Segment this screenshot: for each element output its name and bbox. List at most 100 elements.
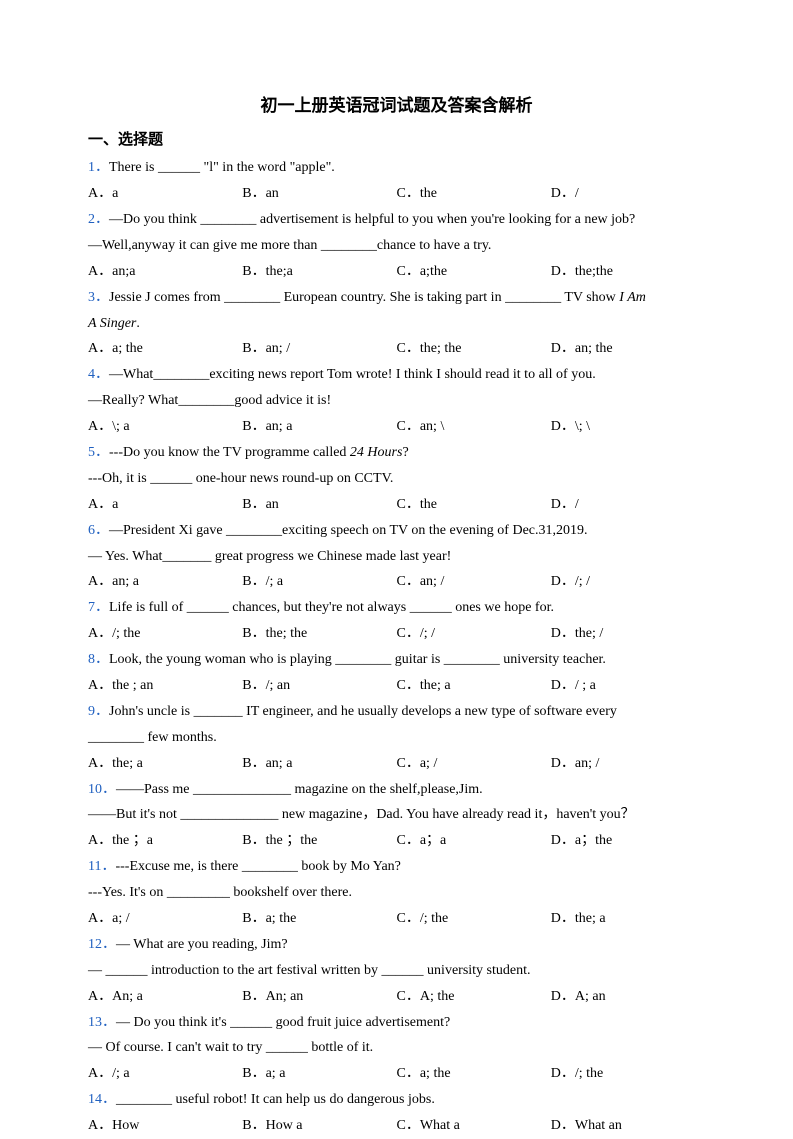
opt-c: C．a; the bbox=[397, 1061, 551, 1087]
options-row: A．an;a B．the;a C．a;the D．the;the bbox=[88, 259, 705, 285]
qtext: —Do you think ________ advertisement is … bbox=[109, 212, 635, 227]
opt-b: B．an bbox=[242, 181, 396, 207]
qtext: Life is full of ______ chances, but they… bbox=[109, 600, 554, 615]
question-10: 10．——Pass me ______________ magazine on … bbox=[88, 777, 705, 855]
qline2: ________ few months. bbox=[88, 725, 705, 751]
opt-a: A．a; the bbox=[88, 336, 242, 362]
qline2: ---Oh, it is ______ one-hour news round-… bbox=[88, 466, 705, 492]
opt-c: C．A; the bbox=[397, 984, 551, 1010]
opt-c: C．a; / bbox=[397, 751, 551, 777]
opt-d: D．/; the bbox=[551, 1061, 705, 1087]
qtext: —What________exciting news report Tom wr… bbox=[109, 367, 596, 382]
options-row: A．a; the B．an; / C．the; the D．an; the bbox=[88, 336, 705, 362]
opt-d: D．the; / bbox=[551, 621, 705, 647]
question-14: 14．________ useful robot! It can help us… bbox=[88, 1087, 705, 1139]
page-title: 初一上册英语冠词试题及答案含解析 bbox=[88, 90, 705, 121]
opt-d: D．/; / bbox=[551, 569, 705, 595]
question-3: 3．Jessie J comes from ________ European … bbox=[88, 285, 705, 363]
qnum: 12． bbox=[88, 937, 116, 952]
opt-b: B．How a bbox=[242, 1113, 396, 1139]
opt-d: D．/ ; a bbox=[551, 673, 705, 699]
qnum: 13． bbox=[88, 1015, 116, 1030]
qnum: 9． bbox=[88, 704, 109, 719]
opt-d: D．an; the bbox=[551, 336, 705, 362]
question-2: 2．—Do you think ________ advertisement i… bbox=[88, 207, 705, 285]
qtext: John's uncle is _______ IT engineer, and… bbox=[109, 704, 617, 719]
options-row: A．the ; an B．/; an C．the; a D．/ ; a bbox=[88, 673, 705, 699]
opt-d: D．a；the bbox=[551, 828, 705, 854]
options-row: A．the; a B．an; a C．a; / D．an; / bbox=[88, 751, 705, 777]
opt-a: A．How bbox=[88, 1113, 242, 1139]
qline2: — Of course. I can't wait to try ______ … bbox=[88, 1035, 705, 1061]
opt-d: D．A; an bbox=[551, 984, 705, 1010]
question-1: 1．There is ______ "l" in the word "apple… bbox=[88, 155, 705, 207]
qline2: — ______ introduction to the art festiva… bbox=[88, 958, 705, 984]
qnum: 11． bbox=[88, 859, 115, 874]
opt-d: D．\; \ bbox=[551, 414, 705, 440]
qnum: 6． bbox=[88, 523, 109, 538]
options-row: A．the ；a B．the ；the C．a；a D．a；the bbox=[88, 828, 705, 854]
qnum: 14． bbox=[88, 1092, 116, 1107]
opt-d: D．the; a bbox=[551, 906, 705, 932]
qnum: 3． bbox=[88, 290, 109, 305]
opt-a: A．a bbox=[88, 492, 242, 518]
question-7: 7．Life is full of ______ chances, but th… bbox=[88, 595, 705, 647]
qtext-after: ? bbox=[402, 445, 408, 460]
options-row: A．a; / B．a; the C．/; the D．the; a bbox=[88, 906, 705, 932]
qtext: — Do you think it's ______ good fruit ju… bbox=[116, 1015, 450, 1030]
qtext: — What are you reading, Jim? bbox=[116, 937, 288, 952]
options-row: A．a B．an C．the D．/ bbox=[88, 181, 705, 207]
qtext: Jessie J comes from ________ European co… bbox=[109, 290, 619, 305]
options-row: A．an; a B．/; a C．an; / D．/; / bbox=[88, 569, 705, 595]
opt-c: C．an; / bbox=[397, 569, 551, 595]
opt-a: A．a bbox=[88, 181, 242, 207]
opt-c: C．the; the bbox=[397, 336, 551, 362]
opt-b: B．/; an bbox=[242, 673, 396, 699]
qline2: — Yes. What_______ great progress we Chi… bbox=[88, 544, 705, 570]
opt-a: A．An; a bbox=[88, 984, 242, 1010]
question-13: 13．— Do you think it's ______ good fruit… bbox=[88, 1010, 705, 1088]
question-9: 9．John's uncle is _______ IT engineer, a… bbox=[88, 699, 705, 777]
qline2: —Really? What________good advice it is! bbox=[88, 388, 705, 414]
question-11: 11．---Excuse me, is there ________ book … bbox=[88, 854, 705, 932]
opt-a: A．a; / bbox=[88, 906, 242, 932]
options-row: A．/; the B．the; the C．/; / D．the; / bbox=[88, 621, 705, 647]
qnum: 4． bbox=[88, 367, 109, 382]
options-row: A．How B．How a C．What a D．What an bbox=[88, 1113, 705, 1139]
opt-d: D．an; / bbox=[551, 751, 705, 777]
qtext: ——Pass me ______________ magazine on the… bbox=[116, 782, 483, 797]
opt-a: A．an;a bbox=[88, 259, 242, 285]
opt-c: C．the bbox=[397, 492, 551, 518]
opt-a: A．/; a bbox=[88, 1061, 242, 1087]
qnum: 5． bbox=[88, 445, 109, 460]
qnum: 1． bbox=[88, 160, 109, 175]
opt-d: D．the;the bbox=[551, 259, 705, 285]
opt-c: C．an; \ bbox=[397, 414, 551, 440]
question-5: 5．---Do you know the TV programme called… bbox=[88, 440, 705, 518]
qtext: —President Xi gave ________exciting spee… bbox=[109, 523, 588, 538]
qtext: ---Excuse me, is there ________ book by … bbox=[115, 859, 400, 874]
opt-c: C．a；a bbox=[397, 828, 551, 854]
qtext: There is ______ "l" in the word "apple". bbox=[109, 160, 335, 175]
opt-b: B．a; a bbox=[242, 1061, 396, 1087]
qtext: ---Do you know the TV programme called bbox=[109, 445, 350, 460]
qtext-after: . bbox=[136, 316, 140, 331]
opt-b: B．an bbox=[242, 492, 396, 518]
opt-b: B．an; a bbox=[242, 751, 396, 777]
qnum: 2． bbox=[88, 212, 109, 227]
opt-b: B．the; the bbox=[242, 621, 396, 647]
italic-text: A Singer bbox=[88, 316, 136, 331]
opt-b: B．/; a bbox=[242, 569, 396, 595]
qline2: —Well,anyway it can give me more than __… bbox=[88, 233, 705, 259]
question-6: 6．—President Xi gave ________exciting sp… bbox=[88, 518, 705, 596]
opt-d: D．/ bbox=[551, 181, 705, 207]
opt-c: C．/; / bbox=[397, 621, 551, 647]
opt-d: D．What an bbox=[551, 1113, 705, 1139]
opt-c: C．/; the bbox=[397, 906, 551, 932]
options-row: A．a B．an C．the D．/ bbox=[88, 492, 705, 518]
opt-a: A．the ；a bbox=[88, 828, 242, 854]
qtext: ________ useful robot! It can help us do… bbox=[116, 1092, 435, 1107]
question-8: 8．Look, the young woman who is playing _… bbox=[88, 647, 705, 699]
qnum: 7． bbox=[88, 600, 109, 615]
question-4: 4．—What________exciting news report Tom … bbox=[88, 362, 705, 440]
